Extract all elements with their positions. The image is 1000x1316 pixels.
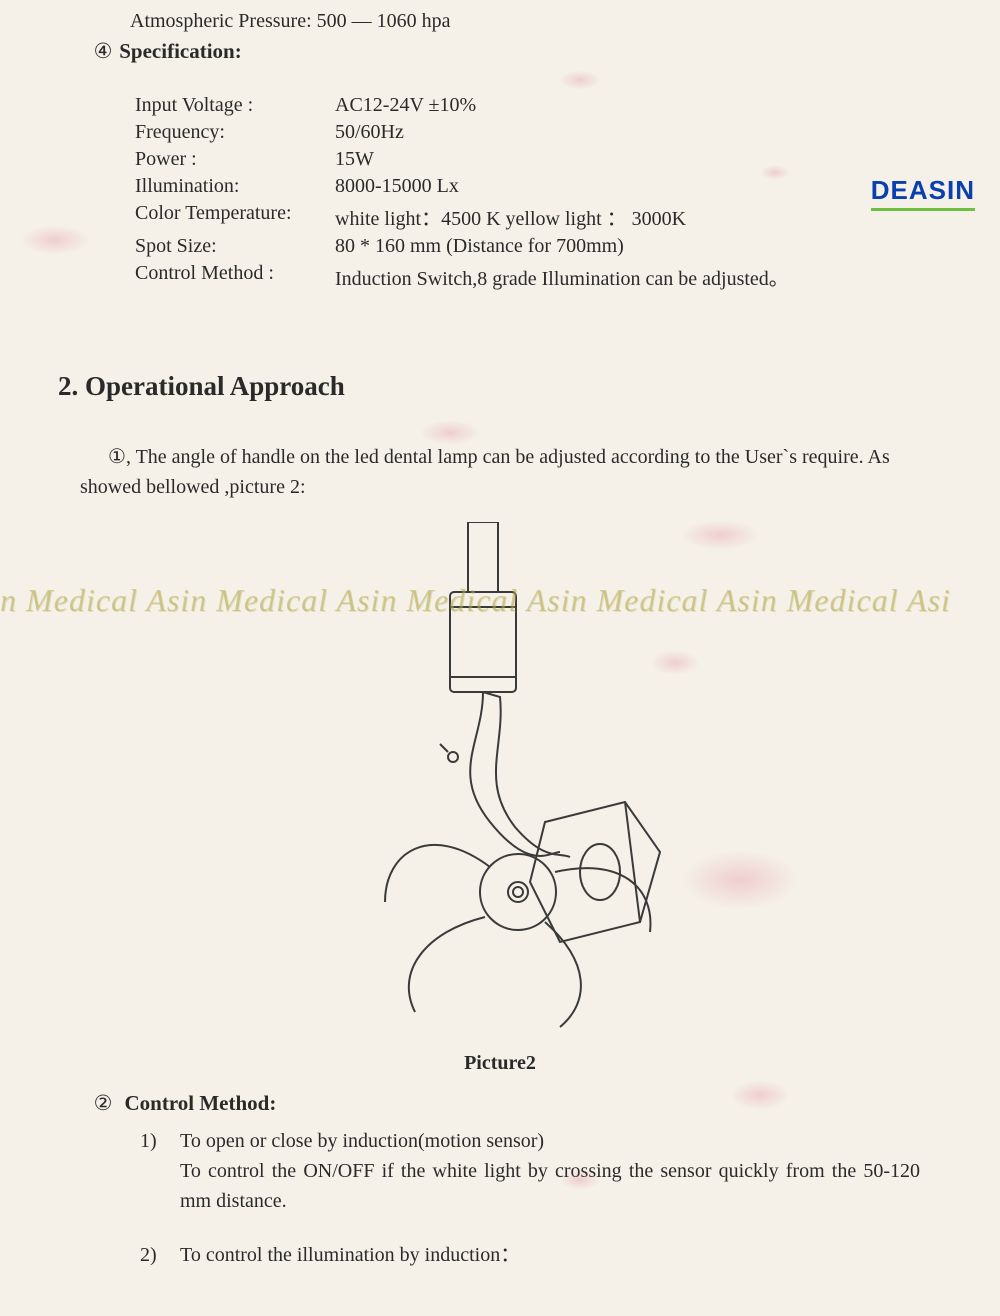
- specification-heading: ④ Specification:: [92, 39, 920, 64]
- list-number: 1): [140, 1126, 180, 1216]
- spec-value: Induction Switch,8 grade Illumination ca…: [335, 262, 920, 291]
- para1-text: , The angle of handle on the led dental …: [80, 446, 890, 498]
- paragraph-1: ①, The angle of handle on the led dental…: [80, 442, 920, 502]
- control-method-heading: ② Control Method:: [92, 1091, 920, 1116]
- logo-underline: [871, 208, 975, 211]
- spec-label: Spot Size:: [135, 235, 335, 258]
- spec-value: 15W: [335, 148, 920, 171]
- spec-row: Illumination:8000-15000 Lx: [135, 175, 920, 198]
- cm-marker: ②: [92, 1091, 114, 1116]
- deasin-logo: DEASIN: [871, 175, 975, 211]
- list-body: To open or close by induction(motion sen…: [180, 1126, 920, 1216]
- atmospheric-pressure-line: Atmospheric Pressure: 500 — 1060 hpa: [130, 10, 920, 33]
- spec-label: Illumination:: [135, 175, 335, 198]
- logo-text: DEASIN: [871, 175, 975, 206]
- spec-value: 8000-15000 Lx: [335, 175, 920, 198]
- section-2-heading: 2. Operational Approach: [58, 371, 920, 402]
- spec-row: Spot Size: 80 * 160 mm (Distance for 700…: [135, 235, 920, 258]
- list-body: To control the illumination by induction…: [180, 1240, 920, 1270]
- spec-row: Power :15W: [135, 148, 920, 171]
- spec-row: Control Method : Induction Switch,8 grad…: [135, 262, 920, 291]
- spec-row: Frequency:50/60Hz: [135, 121, 920, 144]
- spec-label: Color Temperature:: [135, 202, 335, 231]
- spec-label: Input Voltage :: [135, 94, 335, 117]
- watermark-text: n Medical Asin Medical Asin Medical Asin…: [0, 582, 951, 619]
- spec-label: Control Method :: [135, 262, 335, 291]
- numbered-list-item: 2)To control the illumination by inducti…: [140, 1240, 920, 1270]
- watermark-strip: n Medical Asin Medical Asin Medical Asin…: [0, 578, 1000, 622]
- spec-marker: ④: [92, 39, 114, 64]
- picture-caption: Picture2: [80, 1052, 920, 1075]
- spec-heading-text: Specification:: [119, 39, 241, 63]
- spec-label: Frequency:: [135, 121, 335, 144]
- spec-label: Power :: [135, 148, 335, 171]
- cm-heading-text: Control Method:: [125, 1091, 277, 1115]
- numbered-list-item: 1)To open or close by induction(motion s…: [140, 1126, 920, 1216]
- spec-row: Input Voltage :AC12-24V ±10%: [135, 94, 920, 117]
- spec-row: Color Temperature: white light：4500 K ye…: [135, 202, 920, 231]
- para1-marker: ①: [108, 446, 126, 468]
- spec-value: AC12-24V ±10%: [335, 94, 920, 117]
- list-number: 2): [140, 1240, 180, 1270]
- spec-value: 80 * 160 mm (Distance for 700mm): [335, 235, 920, 258]
- spec-value: 50/60Hz: [335, 121, 920, 144]
- spec-table: Input Voltage :AC12-24V ±10%Frequency:50…: [135, 94, 920, 291]
- spec-value: white light：4500 K yellow light ： 3000K: [335, 202, 920, 231]
